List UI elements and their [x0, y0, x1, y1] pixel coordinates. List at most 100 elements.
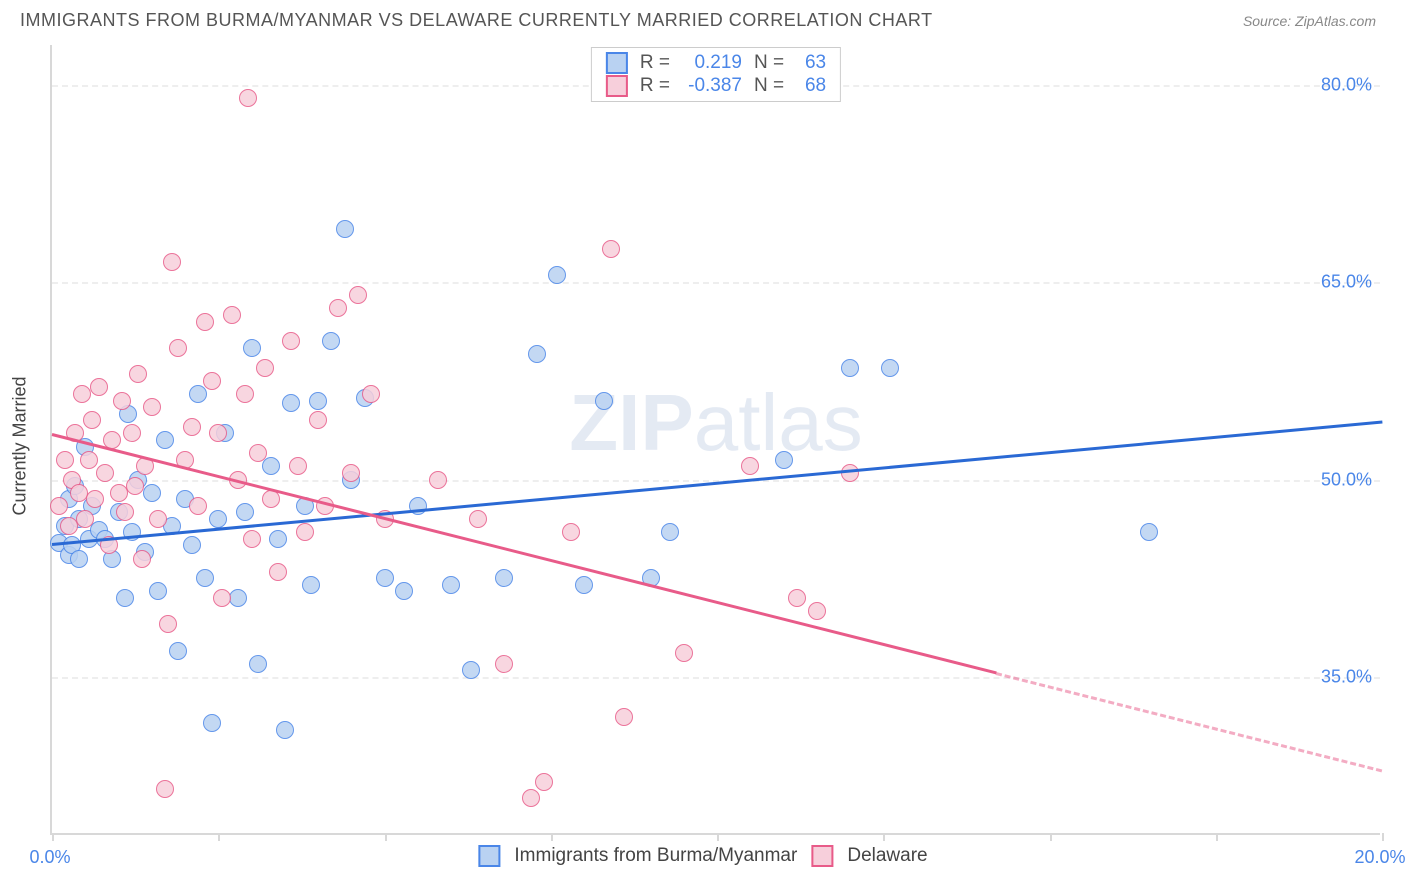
scatter-point [602, 240, 620, 258]
x-tick [883, 833, 885, 841]
scatter-point [159, 615, 177, 633]
r-label: R = [640, 52, 670, 74]
scatter-point [113, 392, 131, 410]
legend-swatch [606, 52, 628, 74]
scatter-point [522, 789, 540, 807]
scatter-point [56, 451, 74, 469]
scatter-point [236, 503, 254, 521]
scatter-point [249, 655, 267, 673]
scatter-point [282, 332, 300, 350]
scatter-point [562, 523, 580, 541]
legend-swatch [478, 845, 500, 867]
n-value: 63 [796, 52, 826, 74]
legend-label: Delaware [847, 845, 927, 867]
scatter-point [788, 589, 806, 607]
scatter-point [76, 510, 94, 528]
r-value: 0.219 [682, 52, 742, 74]
x-tick [1050, 833, 1052, 841]
r-value: -0.387 [682, 75, 742, 97]
scatter-point [362, 385, 380, 403]
scatter-point [133, 550, 151, 568]
scatter-point [841, 359, 859, 377]
scatter-point [143, 484, 161, 502]
scatter-point [196, 569, 214, 587]
scatter-point [96, 464, 114, 482]
scatter-point [189, 385, 207, 403]
scatter-point [269, 530, 287, 548]
scatter-point [376, 569, 394, 587]
legend-label: Immigrants from Burma/Myanmar [514, 845, 797, 867]
scatter-point [116, 503, 134, 521]
scatter-point [429, 471, 447, 489]
r-label: R = [640, 75, 670, 97]
scatter-point [156, 780, 174, 798]
scatter-point [229, 589, 247, 607]
scatter-point [70, 550, 88, 568]
x-tick [717, 833, 719, 841]
scatter-point [309, 411, 327, 429]
scatter-point [462, 661, 480, 679]
scatter-point [282, 394, 300, 412]
scatter-point [239, 89, 257, 107]
scatter-point [156, 431, 174, 449]
scatter-point [675, 644, 693, 662]
y-tick-label: 80.0% [1321, 74, 1372, 95]
scatter-point [50, 497, 68, 515]
scatter-point [741, 457, 759, 475]
scatter-point [329, 299, 347, 317]
scatter-point [349, 286, 367, 304]
scatter-point [73, 385, 91, 403]
x-tick-label: 0.0% [29, 847, 70, 868]
scatter-point [209, 510, 227, 528]
correlation-legend: R = 0.219 N = 63 R = -0.387 N = 68 [591, 47, 841, 102]
n-label: N = [754, 52, 784, 74]
chart-source: Source: ZipAtlas.com [1243, 13, 1376, 29]
scatter-point [548, 266, 566, 284]
series-legend: Immigrants from Burma/Myanmar Delaware [478, 845, 927, 867]
scatter-point [495, 655, 513, 673]
scatter-point [309, 392, 327, 410]
scatter-point [236, 385, 254, 403]
scatter-point [535, 773, 553, 791]
scatter-point [169, 642, 187, 660]
scatter-point [302, 576, 320, 594]
y-axis-label: Currently Married [10, 376, 31, 515]
scatter-point [269, 563, 287, 581]
scatter-point [322, 332, 340, 350]
n-value: 68 [796, 75, 826, 97]
correlation-legend-row: R = -0.387 N = 68 [606, 75, 826, 97]
scatter-point [110, 484, 128, 502]
scatter-point [881, 359, 899, 377]
scatter-point [442, 576, 460, 594]
n-label: N = [754, 75, 784, 97]
scatter-point [495, 569, 513, 587]
y-tick-label: 35.0% [1321, 667, 1372, 688]
scatter-point [296, 523, 314, 541]
x-tick [1382, 833, 1384, 841]
correlation-legend-row: R = 0.219 N = 63 [606, 52, 826, 74]
scatter-point [143, 398, 161, 416]
scatter-point [243, 530, 261, 548]
scatter-point [661, 523, 679, 541]
scatter-point [169, 339, 187, 357]
scatter-point [469, 510, 487, 528]
scatter-point [90, 378, 108, 396]
y-tick-label: 65.0% [1321, 272, 1372, 293]
legend-swatch [811, 845, 833, 867]
scatter-point [528, 345, 546, 363]
scatter-point [183, 418, 201, 436]
scatter-point [60, 517, 78, 535]
x-tick-label: 20.0% [1354, 847, 1405, 868]
scatter-point [163, 253, 181, 271]
scatter-point [775, 451, 793, 469]
gridline [52, 677, 1380, 679]
scatter-point [70, 484, 88, 502]
scatter-point [595, 392, 613, 410]
chart-header: IMMIGRANTS FROM BURMA/MYANMAR VS DELAWAR… [0, 0, 1406, 36]
scatter-point [80, 451, 98, 469]
scatter-point [203, 372, 221, 390]
scatter-point [123, 424, 141, 442]
scatter-point [256, 359, 274, 377]
x-tick [218, 833, 220, 841]
scatter-point [243, 339, 261, 357]
